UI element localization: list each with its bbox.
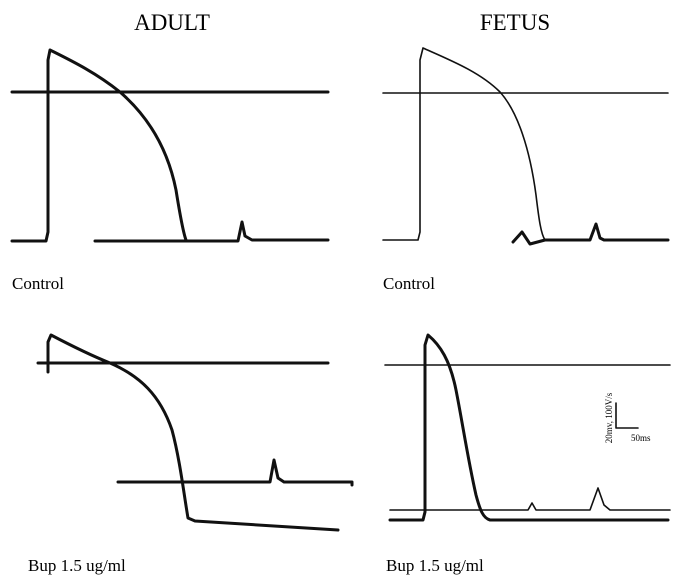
action-potential [10,48,188,243]
action-potential [46,333,340,532]
scale-bar [615,402,639,429]
baseline [511,222,670,246]
baseline [389,487,671,511]
adult-control-traces [10,48,330,243]
fetus-bup-traces [384,333,671,522]
panel-label: Control [383,274,435,293]
baseline [116,458,354,487]
fetus-control-traces [382,47,670,246]
action-potential [382,47,546,241]
panel-label: Bup 1.5 ug/ml [386,556,484,575]
column-title: FETUS [480,10,550,35]
panel-label: Control [12,274,64,293]
scale-bar-label: 50ms [631,433,651,443]
column-title: ADULT [134,10,210,35]
panel-label: Bup 1.5 ug/ml [28,556,126,575]
scale-bar-label: 20mv, 100V/s [604,392,614,443]
adult-bup-traces [36,333,354,532]
baseline [93,220,330,243]
